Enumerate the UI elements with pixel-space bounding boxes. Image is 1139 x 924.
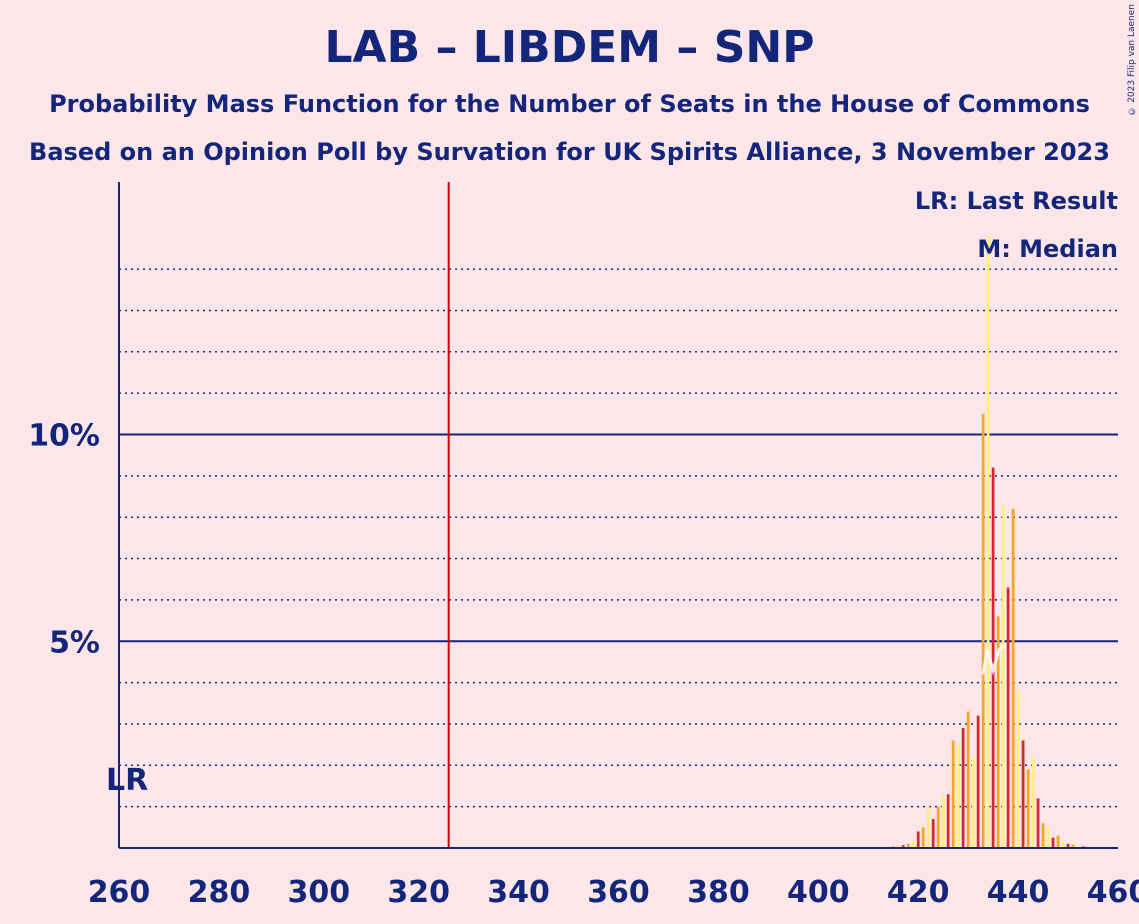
x-tick-label: 280: [188, 875, 251, 910]
bar: [1051, 837, 1055, 848]
bar: [916, 831, 920, 848]
x-tick-labels: 260 280 300 320 340 360 380 400 420 440 460: [88, 875, 1139, 910]
bars: [891, 236, 1090, 848]
bar: [956, 744, 960, 848]
last-result-label: LR: [106, 763, 148, 798]
bar: [976, 715, 980, 848]
y-tick-label: 5%: [49, 625, 100, 660]
x-tick-label: 260: [88, 875, 151, 910]
legend-median: M: Median: [977, 235, 1118, 263]
x-tick-label: 360: [587, 875, 650, 910]
bar: [951, 740, 955, 848]
chart-subtitle: Probability Mass Function for the Number…: [49, 90, 1090, 118]
bar: [971, 757, 975, 848]
x-tick-label: 320: [387, 875, 450, 910]
bar: [906, 843, 910, 848]
bar: [1026, 769, 1030, 848]
bar: [1076, 845, 1080, 848]
bar: [1056, 835, 1060, 848]
bar: [936, 806, 940, 848]
bar: [926, 806, 930, 848]
bar: [1021, 740, 1025, 848]
bar: [921, 827, 925, 848]
legend-last-result: LR: Last Result: [915, 187, 1118, 215]
x-tick-label: 300: [287, 875, 350, 910]
bar: [1071, 844, 1075, 848]
x-tick-label: 420: [887, 875, 950, 910]
y-tick-label: 10%: [28, 419, 100, 454]
bar: [981, 413, 985, 848]
bar: [961, 728, 965, 848]
bar: [986, 236, 990, 848]
bar: [1001, 504, 1005, 848]
x-tick-label: 440: [987, 875, 1050, 910]
bar: [1036, 798, 1040, 848]
chart-title: LAB – LIBDEM – SNP: [324, 22, 815, 73]
bar: [1016, 690, 1020, 848]
bar: [901, 845, 905, 848]
median-marker: [981, 644, 1006, 676]
bar: [1011, 508, 1015, 848]
chart-source: Based on an Opinion Poll by Survation fo…: [29, 138, 1110, 166]
median-m-glyph: [981, 644, 1006, 676]
bar: [1061, 841, 1065, 848]
x-tick-label: 340: [487, 875, 550, 910]
x-tick-label: 380: [687, 875, 750, 910]
bar: [991, 467, 995, 848]
bar: [941, 794, 945, 848]
bar: [966, 711, 970, 848]
bar: [896, 845, 900, 848]
bar: [911, 841, 915, 848]
bar: [1006, 587, 1010, 848]
y-tick-labels: 5% 10%: [28, 419, 100, 661]
bar: [1031, 757, 1035, 848]
bar: [1046, 827, 1050, 848]
grid-lines: [119, 268, 1118, 808]
x-tick-label: 400: [787, 875, 850, 910]
bar: [1066, 843, 1070, 848]
bar: [1041, 823, 1045, 848]
bar: [946, 794, 950, 848]
x-tick-label: 460: [1087, 875, 1139, 910]
bar: [931, 819, 935, 848]
bar: [996, 616, 1000, 848]
